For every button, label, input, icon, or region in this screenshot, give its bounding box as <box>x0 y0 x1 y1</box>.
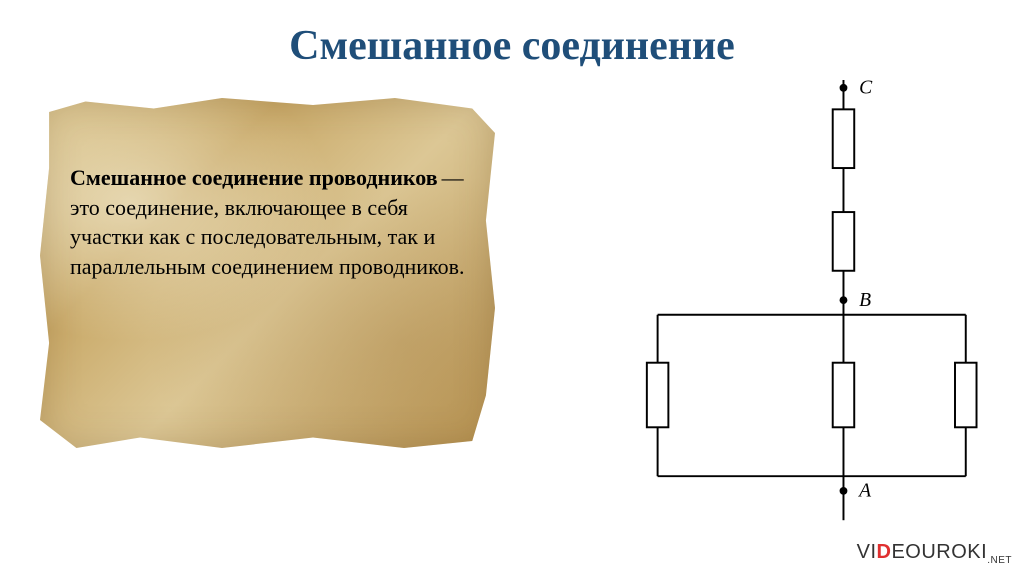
watermark: VIDEOUROKI.NET <box>857 541 1012 566</box>
definition-box: Смешанное соединение проводников это сое… <box>40 98 495 448</box>
wm-post: EOUROKI <box>891 541 987 563</box>
svg-text:C: C <box>859 80 873 99</box>
wm-d: D <box>877 541 892 563</box>
wm-pre: VI <box>857 541 877 563</box>
wm-net: .NET <box>987 555 1012 566</box>
svg-text:A: A <box>857 481 871 502</box>
svg-text:B: B <box>859 290 871 311</box>
circuit-diagram: C B A <box>560 80 990 530</box>
definition-term: Смешанное соединение проводников <box>70 165 438 190</box>
page-title: Смешанное соединение <box>0 0 1024 70</box>
